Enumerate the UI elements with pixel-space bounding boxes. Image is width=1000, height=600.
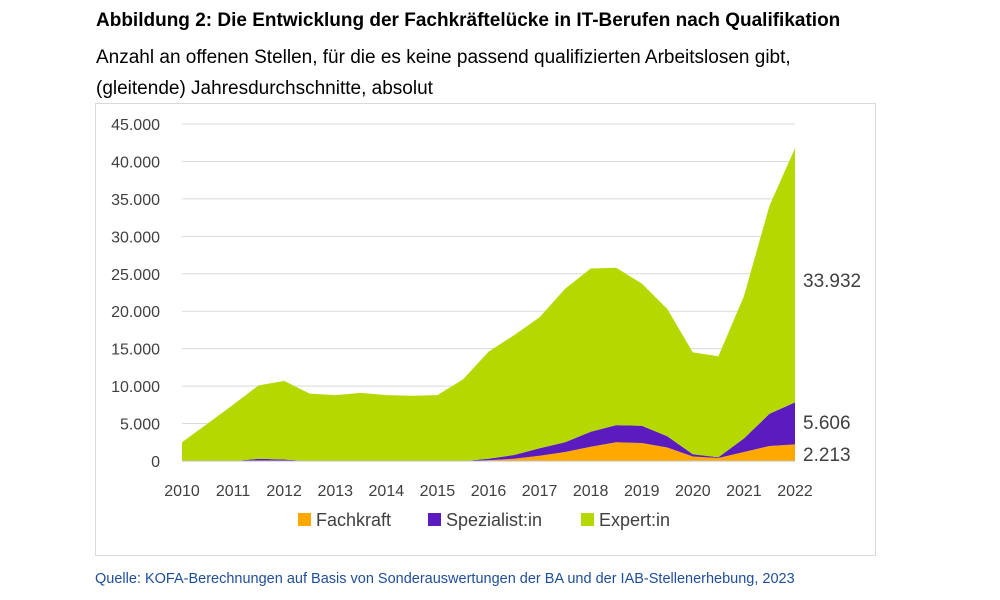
x-tick-label: 2017 [522,483,558,500]
x-tick-label: 2019 [624,483,660,500]
x-tick-label: 2011 [216,483,251,500]
legend-label: Spezialist:in [446,510,542,530]
legend-swatch [298,513,311,526]
x-tick-label: 2016 [471,483,507,500]
y-tick-label: 20.000 [111,304,160,321]
chart-frame [95,103,876,556]
area-series-expert-in [182,148,795,462]
end-value-label: 2.213 [803,445,851,466]
legend-swatch [428,513,441,526]
x-tick-label: 2018 [573,483,609,500]
x-tick-label: 2012 [266,483,302,500]
legend-label: Fachkraft [316,510,391,530]
y-tick-label: 40.000 [111,154,160,171]
subtitle-line-2: (gleitende) Jahresdurchschnitte, absolut [96,78,433,99]
y-tick-label: 15.000 [111,342,160,359]
x-tick-label: 2010 [164,483,200,500]
legend-swatch [581,513,594,526]
subtitle-line-1: Anzahl an offenen Stellen, für die es ke… [96,47,791,68]
end-value-label: 5.606 [803,413,851,434]
x-tick-label: 2013 [317,483,353,500]
x-tick-label: 2022 [777,483,813,500]
y-tick-label: 45.000 [111,117,160,134]
x-tick-label: 2020 [675,483,711,500]
source-note: Quelle: KOFA-Berechnungen auf Basis von … [95,571,795,587]
x-tick-label: 2021 [726,483,762,500]
legend-label: Expert:in [599,510,670,530]
y-tick-label: 25.000 [111,267,160,284]
end-value-label: 33.932 [803,271,861,292]
area-series-fachkraft [182,442,795,461]
x-tick-label: 2014 [369,483,405,500]
y-tick-label: 10.000 [111,379,160,396]
chart-title: Abbildung 2: Die Entwicklung der Fachkrä… [96,10,841,31]
x-tick-label: 2015 [420,483,456,500]
y-tick-label: 0 [151,454,160,471]
y-tick-label: 30.000 [111,229,160,246]
y-tick-label: 35.000 [111,192,160,209]
y-tick-label: 5.000 [120,417,160,434]
chart-subtitle: Anzahl an offenen Stellen, für die es ke… [96,42,916,104]
